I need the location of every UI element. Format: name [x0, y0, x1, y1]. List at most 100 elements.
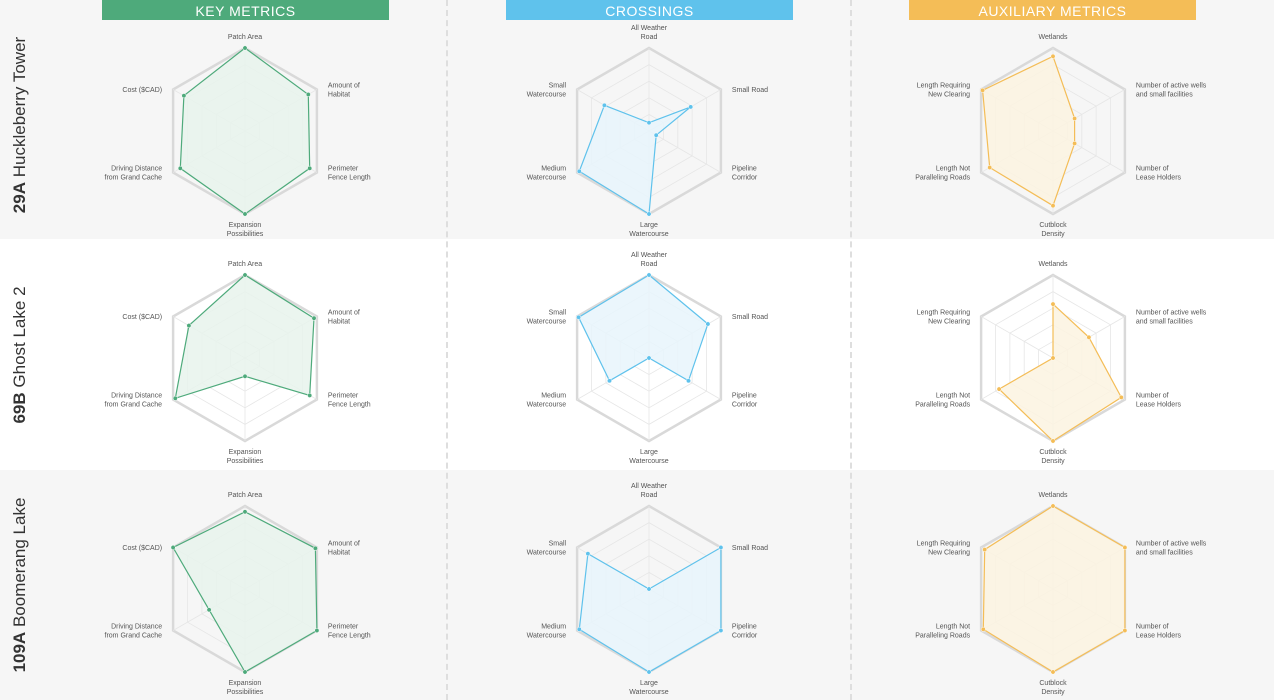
radar-data-point — [1086, 334, 1092, 340]
radar-axis-label: Driving Distance from Grand Cache — [105, 393, 163, 409]
radar-data-point — [646, 586, 652, 592]
radar-data-point — [314, 628, 320, 633]
radar-data-point — [1072, 140, 1078, 146]
radar-axis-label: Cost ($CAD) — [122, 87, 162, 94]
radar-data-point — [312, 545, 318, 551]
radar-axis-label: Small Watercourse — [527, 541, 567, 557]
radar-axis-label: Patch Area — [228, 34, 262, 41]
radar-data-point — [177, 165, 183, 171]
radar-axis-label: Cost ($CAD) — [122, 545, 162, 552]
radar-axis-label: Amount of Habitat — [328, 83, 360, 99]
radar-axis-label: Perimeter Fence Length — [328, 393, 371, 409]
radar-axis-label: Number of active wells and small faciliti… — [1136, 310, 1207, 326]
radar-data-point — [705, 321, 711, 327]
radar-axis-label: Number of Lease Holders — [1136, 624, 1182, 640]
radar-spoke — [980, 316, 1054, 359]
radar-chart-109a-key: Patch Area Amount of Habitat Perimeter Fence… — [105, 492, 371, 696]
radar-axis-label: Cost ($CAD) — [122, 314, 162, 321]
radar-axis-label: Large Watercourse — [629, 449, 669, 465]
radar-axis-label: Number of active wells and small faciliti… — [1136, 541, 1207, 557]
radar-data-point — [1050, 203, 1056, 209]
radar-axis-label: Perimeter Fence Length — [328, 166, 371, 182]
radar-axis-label: Length Requiring New Clearing — [917, 310, 970, 326]
radar-chart-109a-aux: Wetlands Number of active wells and small … — [915, 492, 1207, 696]
radar-data-point — [576, 168, 582, 174]
radar-data-point — [646, 669, 652, 675]
radar-data-point — [1118, 394, 1124, 400]
radar-data-point — [242, 45, 248, 51]
radar-data-point — [307, 165, 313, 171]
radar-data-point — [206, 607, 212, 613]
radar-axis-label: All Weather Road — [631, 483, 668, 499]
radar-chart-69b-crossings: All Weather Road Small Road Pipeline Corrido… — [527, 252, 769, 465]
radar-axis-label: Pipeline Corridor — [732, 166, 758, 182]
radar-axis-label: Expansion Possibilities — [227, 449, 264, 465]
radar-data-point — [170, 545, 176, 550]
radar-data-point — [1050, 355, 1056, 361]
radar-data-point — [186, 323, 192, 329]
radar-axis-label: Patch Area — [228, 261, 262, 268]
radar-chart-29a-crossings: All Weather Road Small Road Pipeline Corrido… — [527, 25, 769, 238]
radar-axis-label: All Weather Road — [631, 25, 668, 41]
radar-data-point — [996, 386, 1002, 392]
radar-axis-label: Driving Distance from Grand Cache — [105, 624, 163, 640]
radar-axis-label: Expansion Possibilities — [227, 222, 264, 238]
radar-axis-label: Length Not Paralleling Roads — [915, 624, 970, 640]
radar-data-point — [585, 551, 591, 557]
radar-data-point — [982, 547, 988, 553]
radar-data-point — [1050, 438, 1056, 444]
radar-data-point — [653, 132, 659, 138]
radar-data-point — [307, 392, 313, 398]
radar-data-point — [686, 378, 691, 384]
radar-axis-label: Large Watercourse — [629, 222, 669, 238]
radar-data-point — [607, 378, 612, 384]
radar-data-point — [718, 628, 724, 633]
radar-axis-label: Small Road — [732, 87, 768, 94]
radar-data-point — [576, 626, 582, 632]
radar-data-polygon — [981, 55, 1076, 207]
radar-data-point — [1050, 53, 1056, 59]
radar-axis-label: Small Watercourse — [527, 310, 567, 326]
radar-axis-label: Cutblock Density — [1039, 680, 1067, 696]
radar-data-point — [1050, 301, 1056, 307]
radar-data-point — [688, 104, 694, 110]
radar-data-point — [1050, 503, 1056, 509]
radar-data-point — [1122, 628, 1128, 633]
radar-axis-label: Small Road — [732, 314, 768, 321]
radar-data-point — [646, 355, 652, 361]
radar-axis-label: Number of Lease Holders — [1136, 393, 1182, 409]
radar-data-polygon — [578, 546, 722, 673]
radar-axis-label: Wetlands — [1038, 261, 1068, 268]
radar-chart-109a-crossings: All Weather Road Small Road Pipeline Corrido… — [527, 483, 769, 696]
radar-chart-69b-aux: Wetlands Number of active wells and small … — [915, 261, 1207, 465]
radar-data-point — [1072, 116, 1078, 121]
radar-data-point — [242, 373, 248, 379]
radar-data-point — [242, 509, 248, 515]
radar-data-polygon — [982, 505, 1126, 673]
radar-axis-label: Small Road — [732, 545, 768, 552]
radar-axis-label: Cutblock Density — [1039, 222, 1067, 238]
radar-axis-label: Pipeline Corridor — [732, 624, 758, 640]
radar-axis-label: Amount of Habitat — [328, 541, 360, 557]
radar-chart-69b-key: Patch Area Amount of Habitat Perimeter Fence… — [105, 261, 371, 465]
radar-data-point — [576, 314, 582, 320]
radar-axis-label: Medium Watercourse — [527, 624, 567, 640]
radar-axis-label: Length Not Paralleling Roads — [915, 393, 970, 409]
column-divider-right — [850, 0, 852, 700]
radar-data-point — [242, 272, 248, 278]
radar-chart-29a-key: Patch Area Amount of Habitat Perimeter Fence… — [105, 34, 371, 238]
radar-data-point — [646, 272, 652, 278]
radar-axis-label: Large Watercourse — [629, 680, 669, 696]
radar-axis-label: Expansion Possibilities — [227, 680, 264, 696]
radar-data-point — [987, 165, 993, 170]
radar-axis-label: Number of active wells and small faciliti… — [1136, 83, 1207, 99]
radar-data-polygon — [577, 274, 709, 382]
radar-axis-label: Pipeline Corridor — [732, 393, 758, 409]
radar-chart-29a-aux: Wetlands Number of active wells and small … — [915, 34, 1207, 238]
radar-axis-label: Driving Distance from Grand Cache — [105, 166, 163, 182]
radar-data-point — [181, 93, 187, 99]
radar-axis-label: Length Requiring New Clearing — [917, 541, 970, 557]
radar-data-polygon — [578, 104, 692, 216]
radar-axis-label: Medium Watercourse — [527, 393, 567, 409]
